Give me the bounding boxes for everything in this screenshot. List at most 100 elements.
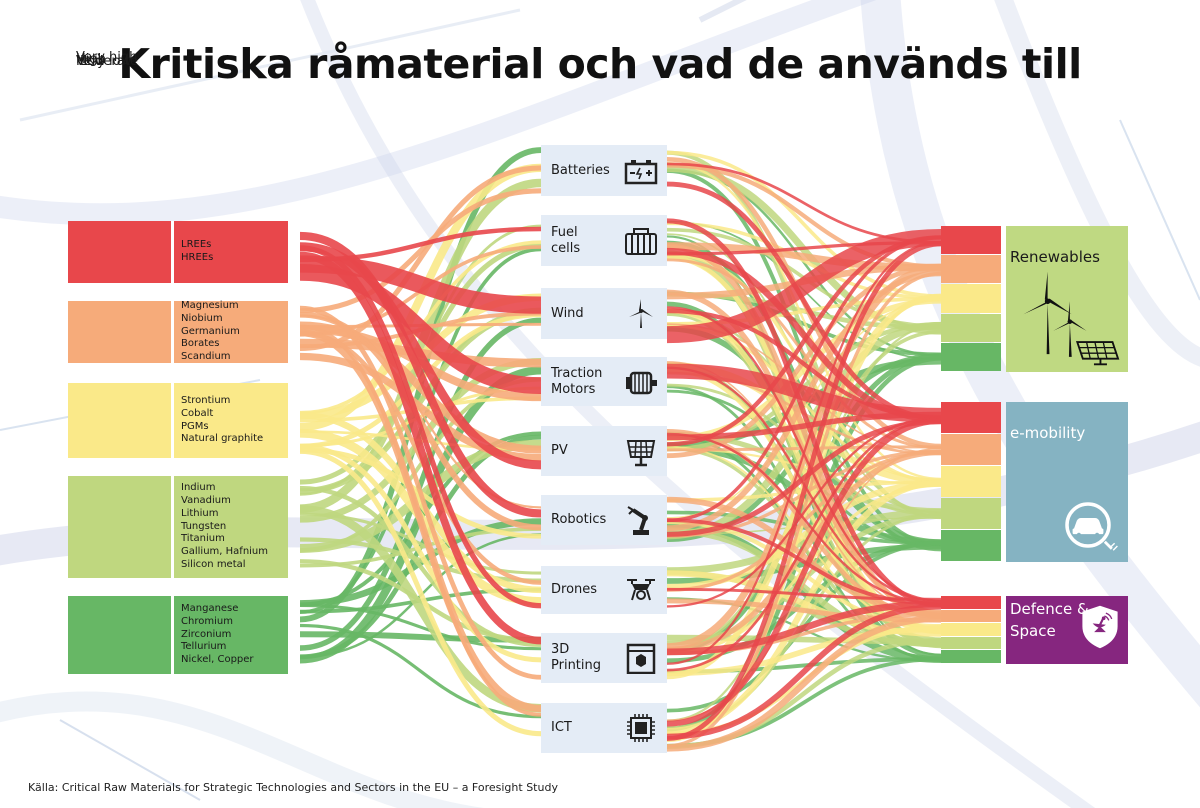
page-title: Kritiska råmaterial och vad de används t… — [118, 40, 1082, 88]
technology-label-line: Drones — [551, 582, 598, 597]
flow-risk-to-tech — [299, 165, 542, 352]
technology-printing-3d: 3D Printing — [541, 633, 667, 683]
material-name: Magnesium — [181, 300, 239, 312]
material-name: PGMs — [181, 420, 209, 432]
technology-wind: Wind — [541, 288, 667, 339]
technology-label-line: Printing — [551, 658, 602, 673]
technology-label-line: Fuel — [551, 224, 578, 240]
flow-tech-to-sector — [666, 411, 942, 441]
sector-label-line: e-mobility — [1010, 424, 1086, 442]
sector-label: Renewables — [1010, 246, 1100, 268]
risk-level-label: Very low — [76, 54, 132, 69]
technology-traction-motors: Traction Motors — [541, 357, 667, 406]
material-name: LREEs — [181, 239, 212, 251]
sector-risk-segment — [941, 636, 1001, 650]
flow-risk-to-tech — [299, 444, 542, 663]
flow-tech-to-sector — [666, 615, 942, 752]
electric-motor-icon — [626, 371, 657, 394]
flow-risk-to-tech — [299, 242, 542, 470]
flow-tech-to-sector — [666, 432, 942, 605]
risk-level-very-high: Very high LREEs HREEs — [68, 50, 288, 283]
technology-label-line: 3D — [551, 642, 570, 657]
material-list: Magnesium Niobium Germanium Borates Scandium — [172, 300, 240, 363]
material-name: Cobalt — [181, 407, 214, 419]
flow-risk-to-tech — [299, 485, 542, 648]
flow-risk-to-tech — [299, 448, 542, 737]
flow-tech-to-sector — [666, 598, 942, 623]
technology-label: ICT — [551, 703, 572, 753]
sector-risk-segment — [941, 255, 1001, 284]
flow-tech-to-sector — [666, 418, 942, 727]
flow-risk-to-tech — [299, 231, 542, 518]
satellite-shield-icon — [1082, 605, 1118, 649]
sector-label-line: Space — [1010, 622, 1056, 640]
wind-turbine-icon — [629, 298, 653, 328]
material-name: Zirconium — [181, 628, 232, 640]
risk-level-label: Low — [80, 54, 106, 69]
flow-risk-to-tech — [299, 188, 542, 314]
divider — [171, 476, 174, 578]
risk-level-low: Low Indium Vanadium Lithium Tungsten Titanium… — [68, 54, 288, 578]
technology-label: 3D Printing — [551, 633, 601, 683]
flow-tech-to-sector — [666, 418, 942, 672]
sector-risk-segment — [941, 402, 1001, 433]
risk-level-label: Very high — [76, 50, 138, 65]
material-name: Silicon metal — [181, 558, 246, 570]
divider — [171, 596, 174, 674]
sector-risk-segment — [941, 609, 1001, 623]
sector-risk-segment — [941, 342, 1001, 371]
flow-risk-to-tech — [299, 411, 542, 594]
divider — [171, 383, 174, 458]
technology-label-line: Batteries — [551, 162, 610, 178]
risk-level-label: High — [76, 52, 106, 67]
technology-label-line: cells — [551, 240, 581, 256]
flow-risk-to-tech — [299, 603, 542, 651]
sector-risk-segment — [941, 596, 1001, 609]
sector-risk-bar — [941, 596, 1001, 664]
flow-tech-to-sector — [666, 508, 942, 575]
sector-risk-segment — [941, 434, 1001, 465]
flow-tech-to-sector — [666, 587, 942, 601]
sector-risk-segment — [941, 498, 1001, 529]
flow-risk-to-tech — [299, 251, 542, 645]
sector-risk-segment — [941, 650, 1001, 663]
sector-risk-segment — [941, 530, 1001, 561]
flow-risk-to-tech — [299, 163, 542, 431]
flow-risk-to-tech — [299, 321, 542, 454]
sector-label-line: Defence & — [1010, 600, 1089, 618]
technology-pv: PV — [541, 426, 667, 476]
drone-icon — [627, 579, 655, 601]
material-name: Nickel, Copper — [181, 654, 254, 666]
material-name: Tungsten — [181, 520, 227, 532]
technology-robotics: Robotics — [541, 495, 667, 545]
technology-label: Drones — [551, 566, 597, 614]
electric-car-icon — [1065, 502, 1118, 551]
material-name: Strontium — [181, 394, 231, 406]
material-name: Gallium, Hafnium — [181, 546, 269, 558]
material-list: Indium Vanadium Lithium Tungsten Titanium Gal… — [172, 476, 268, 578]
technology-label-line: PV — [551, 443, 568, 458]
flow-tech-to-sector — [666, 417, 942, 608]
sector-risk-segment — [941, 313, 1001, 342]
flow-risk-to-tech — [299, 245, 542, 609]
battery-icon — [624, 159, 658, 184]
sector-risk-bar — [941, 402, 1001, 562]
material-name: Borates — [181, 338, 220, 350]
flow-risk-to-tech — [299, 518, 542, 607]
technology-label-line: Motors — [551, 381, 596, 397]
material-name: Tellurium — [181, 641, 227, 653]
material-name: Niobium — [181, 312, 223, 324]
flow-tech-to-sector — [666, 235, 942, 523]
flow-tech-to-sector — [666, 240, 942, 665]
material-name: Natural graphite — [181, 433, 264, 445]
flow-risk-to-tech — [299, 305, 542, 680]
material-list: Manganese Chromium Zirconium Tellurium Nicke… — [172, 596, 254, 674]
technology-drones: Drones — [541, 566, 667, 614]
divider — [171, 301, 174, 363]
material-name: Manganese — [181, 603, 239, 614]
technology-fuel-cells: Fuel cells — [541, 215, 667, 266]
material-list: LREEs HREEs — [172, 221, 213, 283]
technology-label: Batteries — [551, 145, 610, 196]
